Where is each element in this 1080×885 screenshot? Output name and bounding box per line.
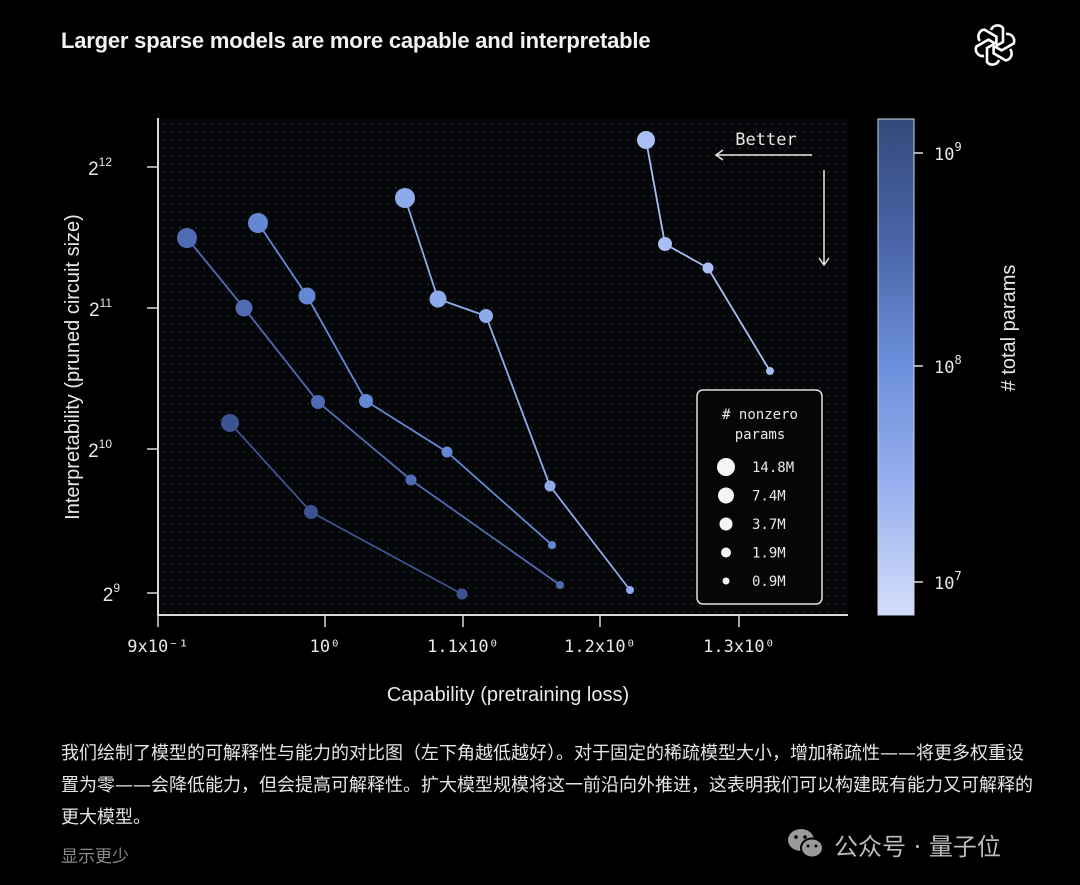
- y-tick-label: 212: [88, 155, 112, 180]
- data-point: [548, 541, 556, 549]
- data-point: [479, 309, 493, 323]
- legend-marker: [722, 577, 730, 585]
- x-axis-label: Capability (pretraining loss): [387, 684, 629, 706]
- data-series: [177, 131, 774, 600]
- data-point: [395, 188, 415, 208]
- data-point: [556, 581, 564, 589]
- better-annotation: Better: [714, 130, 830, 267]
- series-line: [248, 213, 556, 549]
- data-point: [304, 505, 318, 519]
- data-point: [235, 299, 253, 317]
- x-tick-label: 1.2x10⁰: [564, 637, 636, 657]
- legend-marker: [717, 458, 735, 476]
- openai-logo-icon: [972, 24, 1018, 66]
- caption-text: 我们绘制了模型的可解释性与能力的对比图（左下角越低越好）。对于固定的稀疏模型大小…: [61, 743, 1033, 828]
- data-point: [359, 394, 373, 408]
- legend-label: 14.8M: [752, 460, 794, 476]
- data-point: [626, 586, 634, 594]
- legend-label: 1.9M: [752, 546, 786, 562]
- x-ticks: 9x10⁻¹ 10⁰ 1.1x10⁰ 1.2x10⁰ 1.3x10⁰: [127, 615, 775, 657]
- legend-label: 3.7M: [752, 517, 786, 533]
- data-point: [248, 213, 268, 233]
- data-point: [221, 414, 239, 432]
- x-tick-label: 10⁰: [310, 637, 341, 657]
- y-tick-label: 29: [103, 581, 121, 606]
- series-line: [177, 228, 564, 589]
- watermark: 公众号 · 量子位: [786, 826, 1001, 862]
- legend-marker: [721, 547, 731, 558]
- down-arrow-icon: [818, 257, 830, 267]
- legend-label: 0.9M: [752, 574, 786, 590]
- colorbar-tick-label: 107: [934, 569, 962, 594]
- y-tick-label: 210: [88, 437, 112, 462]
- y-ticks: 212 211 210 29: [88, 155, 158, 606]
- data-point: [702, 262, 714, 274]
- colorbar-tick-label: 109: [934, 140, 962, 165]
- data-point: [658, 237, 672, 251]
- chart-title: Larger sparse models are more capable an…: [61, 28, 651, 53]
- data-point: [298, 287, 316, 305]
- series-line: [395, 188, 634, 594]
- legend-label: 7.4M: [752, 489, 786, 505]
- legend-marker: [719, 517, 733, 531]
- colorbar-label: # total params: [998, 265, 1020, 392]
- data-point: [441, 446, 453, 458]
- legend-marker: [718, 487, 734, 504]
- left-arrow-icon: [714, 149, 724, 161]
- data-point: [405, 474, 417, 486]
- x-tick-label: 1.1x10⁰: [427, 637, 499, 657]
- wechat-icon: [788, 829, 824, 859]
- data-point: [766, 367, 774, 375]
- data-point: [544, 480, 556, 492]
- colorbar: 109 108 107 # total params: [877, 118, 1020, 616]
- legend-title-line2: params: [735, 427, 786, 443]
- legend-title-line1: # nonzero: [722, 407, 798, 423]
- series-line: [221, 414, 468, 600]
- x-tick-label: 9x10⁻¹: [127, 637, 188, 657]
- y-tick-label: 211: [89, 296, 112, 321]
- data-point: [177, 228, 197, 248]
- colorbar-tick-label: 108: [934, 353, 962, 378]
- x-tick-label: 1.3x10⁰: [703, 637, 775, 657]
- data-point: [637, 131, 655, 149]
- chart: 9x10⁻¹ 10⁰ 1.1x10⁰ 1.2x10⁰ 1.3x10⁰ 212 211 210…: [62, 118, 1020, 706]
- better-label: Better: [735, 130, 796, 150]
- show-less-link[interactable]: 显示更少: [61, 847, 129, 867]
- data-point: [311, 395, 325, 409]
- y-axis-label: Interpretability (pruned circuit size): [62, 214, 84, 520]
- data-point: [429, 290, 447, 308]
- size-legend: # nonzero params 14.8M 7.4M 3.7M 1.9M 0.9M: [696, 389, 823, 605]
- series-line: [637, 131, 774, 375]
- watermark-text: 公众号 · 量子位: [834, 832, 1001, 861]
- data-point: [456, 588, 468, 600]
